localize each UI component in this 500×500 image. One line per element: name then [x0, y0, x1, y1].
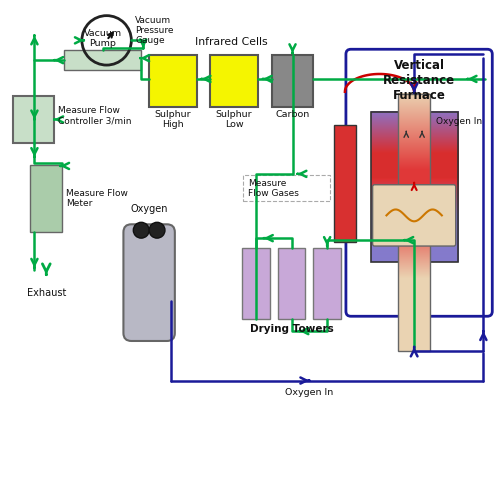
- Text: Measure
Flow Gases: Measure Flow Gases: [248, 179, 299, 199]
- FancyBboxPatch shape: [124, 224, 175, 341]
- Bar: [243, 175, 330, 201]
- Text: Oxygen In: Oxygen In: [285, 388, 334, 398]
- FancyBboxPatch shape: [372, 184, 456, 246]
- Bar: [314, 248, 341, 319]
- Text: Drying Towers: Drying Towers: [250, 324, 334, 334]
- Text: Sulphur
Low: Sulphur Low: [216, 110, 252, 129]
- Text: Carbon: Carbon: [276, 110, 310, 118]
- Bar: [242, 248, 270, 319]
- Text: Measure Flow
Meter: Measure Flow Meter: [66, 189, 128, 208]
- Bar: [64, 50, 141, 70]
- Bar: [334, 126, 356, 242]
- Text: Vacuum
Pump: Vacuum Pump: [84, 29, 122, 48]
- Bar: [370, 112, 458, 262]
- Bar: [149, 55, 196, 106]
- Circle shape: [149, 222, 165, 238]
- Bar: [210, 55, 258, 106]
- Text: Vertical
Resistance
Furnace: Vertical Resistance Furnace: [383, 59, 455, 102]
- Bar: [278, 248, 305, 319]
- Bar: [12, 96, 54, 143]
- Text: Sulphur
High: Sulphur High: [154, 110, 191, 129]
- Text: Exhaust: Exhaust: [26, 288, 66, 298]
- Bar: [30, 165, 62, 232]
- Text: Infrared Cells: Infrared Cells: [195, 38, 268, 48]
- Bar: [272, 55, 314, 106]
- Text: Vacuum
Pressure
Gauge: Vacuum Pressure Gauge: [136, 16, 174, 46]
- Circle shape: [134, 222, 149, 238]
- Bar: [398, 94, 430, 351]
- Text: Measure Flow
Controller 3/min: Measure Flow Controller 3/min: [58, 106, 132, 125]
- Text: Oxygen In: Oxygen In: [436, 117, 482, 126]
- Text: Oxygen: Oxygen: [130, 204, 168, 214]
